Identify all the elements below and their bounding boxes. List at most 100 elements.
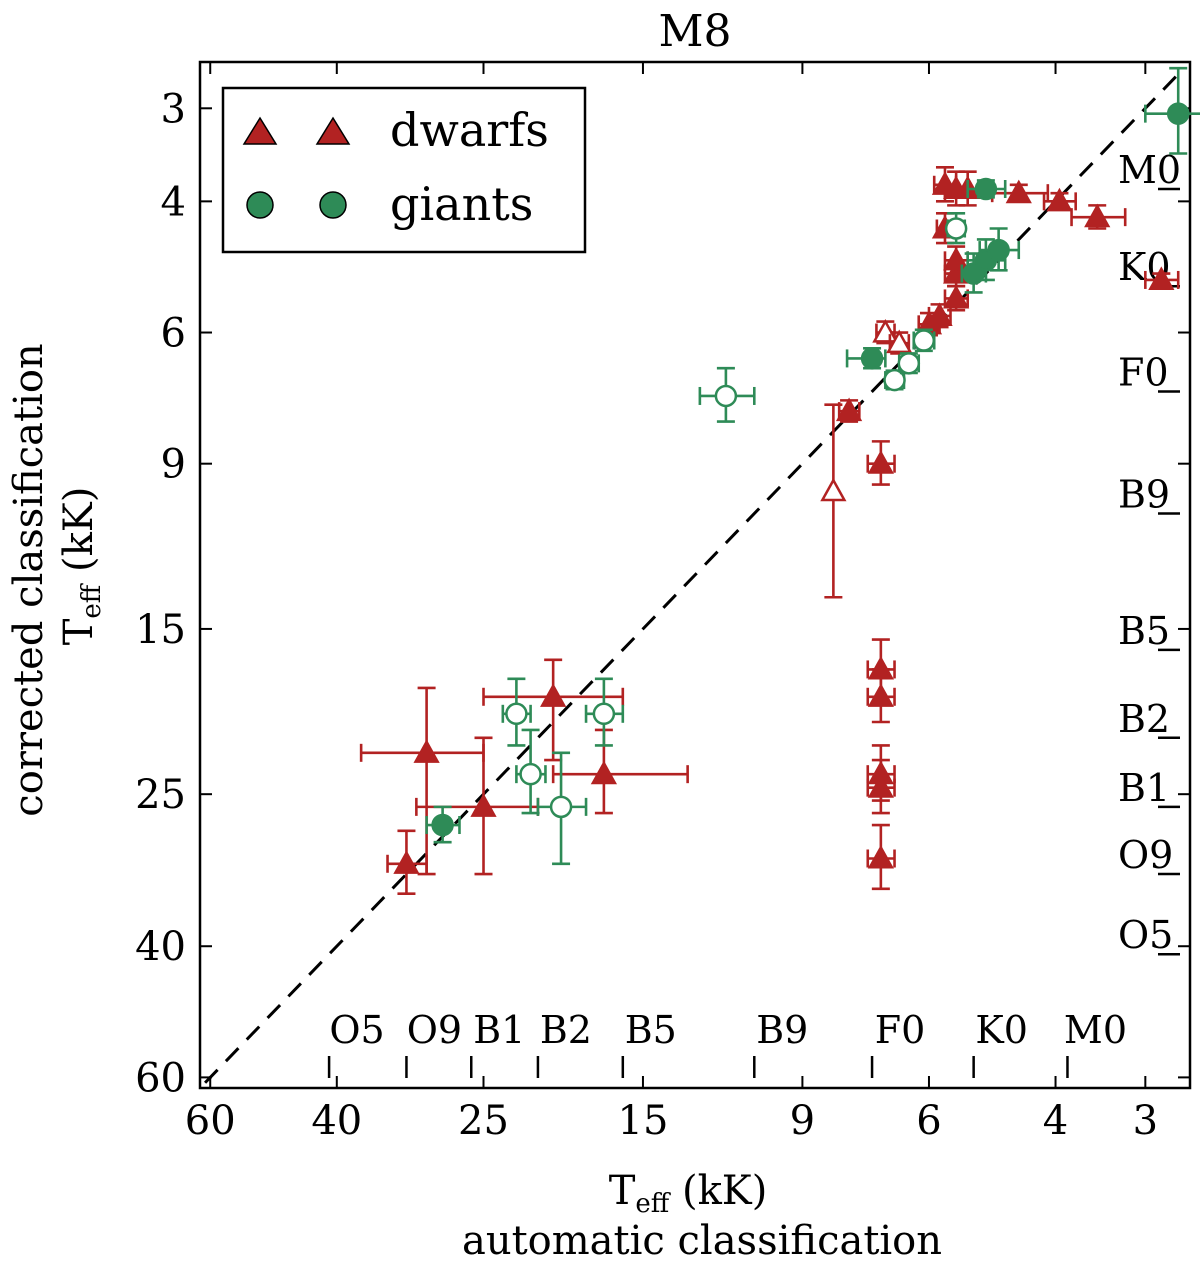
giants-point (536, 751, 588, 866)
dwarfs-point (866, 668, 896, 724)
dwarfs-point (835, 397, 863, 423)
x-tick-label: 15 (618, 1098, 669, 1144)
y-tick-label: 15 (135, 607, 186, 653)
spectral-label-x: B2 (540, 1008, 592, 1052)
dwarf-marker (867, 450, 894, 474)
x-tick-label: 25 (458, 1098, 509, 1144)
giant-marker (912, 329, 936, 352)
dwarfs-point (943, 245, 970, 275)
dwarf-marker (820, 477, 847, 502)
giants-point (698, 366, 756, 423)
giant-marker (860, 347, 884, 370)
dwarfs-point (1144, 266, 1180, 290)
spectral-label-x: B1 (473, 1008, 525, 1052)
dwarf-marker (1005, 179, 1032, 204)
dwarf-marker (590, 760, 618, 785)
dwarfs-point (886, 329, 913, 355)
spectral-label-y: O5 (1118, 913, 1173, 957)
y-tick-label: 25 (135, 772, 186, 818)
spectral-label-y: O9 (1118, 833, 1173, 877)
giants-point (883, 368, 906, 392)
dwarf-marker (540, 683, 567, 707)
dwarf-marker (867, 774, 894, 798)
x-tick-label: 60 (185, 1098, 236, 1144)
dwarf-marker (926, 302, 953, 326)
dwarfs-point (359, 686, 485, 876)
giants-point (966, 177, 1007, 201)
giant-marker (592, 702, 616, 726)
dwarf-marker (943, 246, 970, 271)
spectral-label-x: M0 (1064, 1008, 1127, 1052)
spectral-label-y: F0 (1118, 351, 1169, 395)
spectral-label-y: B1 (1118, 766, 1170, 810)
giant-marker (944, 217, 968, 240)
identity-diagonal (203, 67, 1186, 1084)
giant-marker (549, 795, 573, 819)
legend-dwarfs-marker-2 (315, 116, 351, 145)
giant-marker (505, 702, 528, 726)
chart-title: M8 (658, 6, 731, 57)
legend: dwarfs giants (221, 86, 587, 254)
y-tick-label: 9 (161, 442, 186, 488)
giants-point (912, 328, 936, 353)
x-axis-title-line2: automatic classification (462, 1218, 942, 1264)
dwarf-marker (470, 793, 497, 817)
dwarfs-point (820, 403, 847, 599)
dwarf-marker (1084, 203, 1111, 228)
giant-marker (714, 384, 738, 408)
giant-marker (987, 238, 1010, 262)
giants-point (515, 728, 547, 815)
legend-giants-marker-1 (246, 191, 274, 219)
spectral-label-x: B9 (756, 1008, 808, 1052)
giants-point (944, 211, 968, 245)
spectral-label-x: F0 (875, 1008, 926, 1052)
giants-point (845, 347, 887, 370)
dwarfs-point (866, 758, 896, 815)
giants-point (584, 677, 625, 747)
giants-point (1144, 66, 1200, 155)
spectral-type-markers-x: O5 O9 B1 B2 B5 B9 F0 K0 M0 (327, 1008, 1127, 1078)
legend-dwarfs-label: dwarfs (390, 103, 549, 157)
giant-marker (1166, 102, 1190, 125)
data-points (359, 66, 1200, 895)
giant-marker (883, 368, 906, 392)
dwarfs-point (551, 728, 689, 815)
spectral-label-y: B9 (1118, 473, 1170, 517)
x-tick-label: 3 (1133, 1098, 1158, 1144)
spectral-label-y: M0 (1118, 148, 1181, 192)
dwarfs-point (866, 440, 896, 486)
dwarf-marker (835, 397, 863, 422)
x-axis-title-line1: Teff (kK) (609, 1168, 768, 1219)
dwarfs-point (990, 179, 1050, 204)
x-tick-label: 4 (1043, 1098, 1068, 1144)
dwarf-marker (393, 850, 420, 874)
giants-point (501, 677, 532, 747)
dwarf-marker (1046, 187, 1073, 212)
y-tick-label: 3 (161, 86, 186, 132)
y-tick-label: 6 (161, 311, 186, 357)
giants-point (425, 805, 461, 844)
giant-marker (431, 813, 454, 837)
x-tick-label: 9 (790, 1098, 815, 1144)
dwarf-marker (867, 683, 894, 707)
legend-giants-marker-2 (319, 191, 347, 219)
legend-dwarfs-marker-1 (242, 116, 278, 145)
spectral-label-x: B5 (625, 1008, 677, 1052)
giants-point (978, 227, 1021, 272)
y-axis-title-line1: corrected classification (6, 343, 52, 816)
dwarfs-point (482, 658, 625, 762)
y-tick-label: 4 (161, 179, 186, 225)
spectral-label-y: B2 (1118, 697, 1170, 741)
giant-marker (897, 352, 921, 375)
y-axis-title-line2: Teff (kK) (56, 487, 107, 646)
y-tick-label: 60 (135, 1055, 186, 1101)
x-tick-label: 6 (916, 1098, 941, 1144)
axis-ticks: 60 40 25 15 9 6 4 3 60 40 25 15 9 6 4 3 (135, 62, 1190, 1144)
dwarfs-point (1070, 203, 1127, 230)
spectral-label-y: B5 (1118, 609, 1170, 653)
giant-marker (974, 177, 998, 201)
dwarf-marker (1148, 266, 1175, 290)
dwarf-marker (867, 844, 894, 869)
giants-point (897, 352, 921, 375)
spectral-label-x: O5 (329, 1008, 384, 1052)
